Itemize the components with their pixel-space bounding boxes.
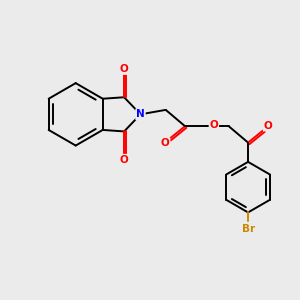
Text: O: O xyxy=(264,121,272,130)
Text: O: O xyxy=(209,120,218,130)
Text: O: O xyxy=(161,138,170,148)
Text: N: N xyxy=(136,109,145,119)
Text: O: O xyxy=(120,155,128,165)
Text: Br: Br xyxy=(242,224,255,234)
Text: O: O xyxy=(120,64,128,74)
